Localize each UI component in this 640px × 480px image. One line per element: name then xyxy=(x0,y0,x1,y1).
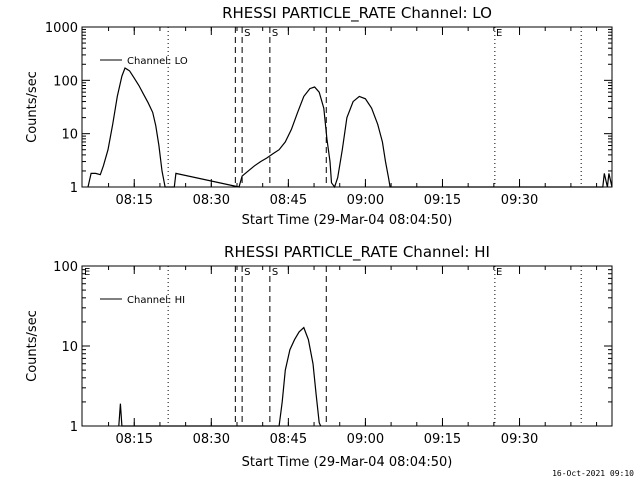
lo-marker-e-label: E xyxy=(496,28,502,39)
footer-timestamp: 16-Oct-2021 09:10 xyxy=(552,469,634,478)
lo-xtick-label: 08:15 xyxy=(116,193,153,208)
lo-marker-label: S xyxy=(244,28,250,39)
hi-xtick-label: 08:15 xyxy=(116,432,153,447)
hi-ytick-label: 1 xyxy=(70,420,78,435)
lo-xtick-label: 09:30 xyxy=(501,193,538,208)
lo-xtick-label: 09:00 xyxy=(347,193,384,208)
hi-x-axis-label: Start Time (29-Mar-04 08:04:50) xyxy=(242,455,453,470)
lo-ytick-label: 10 xyxy=(61,128,78,143)
lo-y-axis-label: Counts/sec xyxy=(25,71,40,143)
hi-legend-label: Channel: HI xyxy=(127,295,185,306)
hi-marker-label: S xyxy=(244,267,250,278)
lo-x-axis-label: Start Time (29-Mar-04 08:04:50) xyxy=(242,213,453,228)
lo-plot-frame xyxy=(81,26,613,188)
hi-marker-label: S xyxy=(272,267,278,278)
hi-ytick-label: 10 xyxy=(61,340,78,355)
hi-xtick-label: 08:30 xyxy=(193,432,230,447)
hi-xtick-label: 09:30 xyxy=(501,432,538,447)
hi-marker-e-label: E xyxy=(496,267,502,278)
hi-xtick-label: 09:15 xyxy=(424,432,461,447)
lo-xtick-label: 08:45 xyxy=(270,193,307,208)
lo-chart-title: RHESSI PARTICLE_RATE Channel: LO xyxy=(222,4,492,23)
hi-series-line xyxy=(118,326,322,427)
hi-plot-frame xyxy=(81,265,613,427)
lo-series-line xyxy=(87,67,613,189)
lo-xtick-label: 08:30 xyxy=(193,193,230,208)
hi-ytick-label: 100 xyxy=(53,260,78,275)
hi-y-axis-label: Counts/sec xyxy=(25,310,40,382)
hi-xtick-label: 08:45 xyxy=(270,432,307,447)
hi-chart-title: RHESSI PARTICLE_RATE Channel: HI xyxy=(224,243,490,262)
lo-ytick-label: 100 xyxy=(53,74,78,89)
lo-legend-label: Channel: LO xyxy=(127,56,188,67)
lo-ytick-label: 1000 xyxy=(45,21,78,36)
hi-xtick-label: 09:00 xyxy=(347,432,384,447)
lo-xtick-label: 09:15 xyxy=(424,193,461,208)
lo-marker-label: S xyxy=(272,28,278,39)
lo-ytick-label: 1 xyxy=(70,181,78,196)
hi-marker-e-left-label: E xyxy=(84,267,90,278)
